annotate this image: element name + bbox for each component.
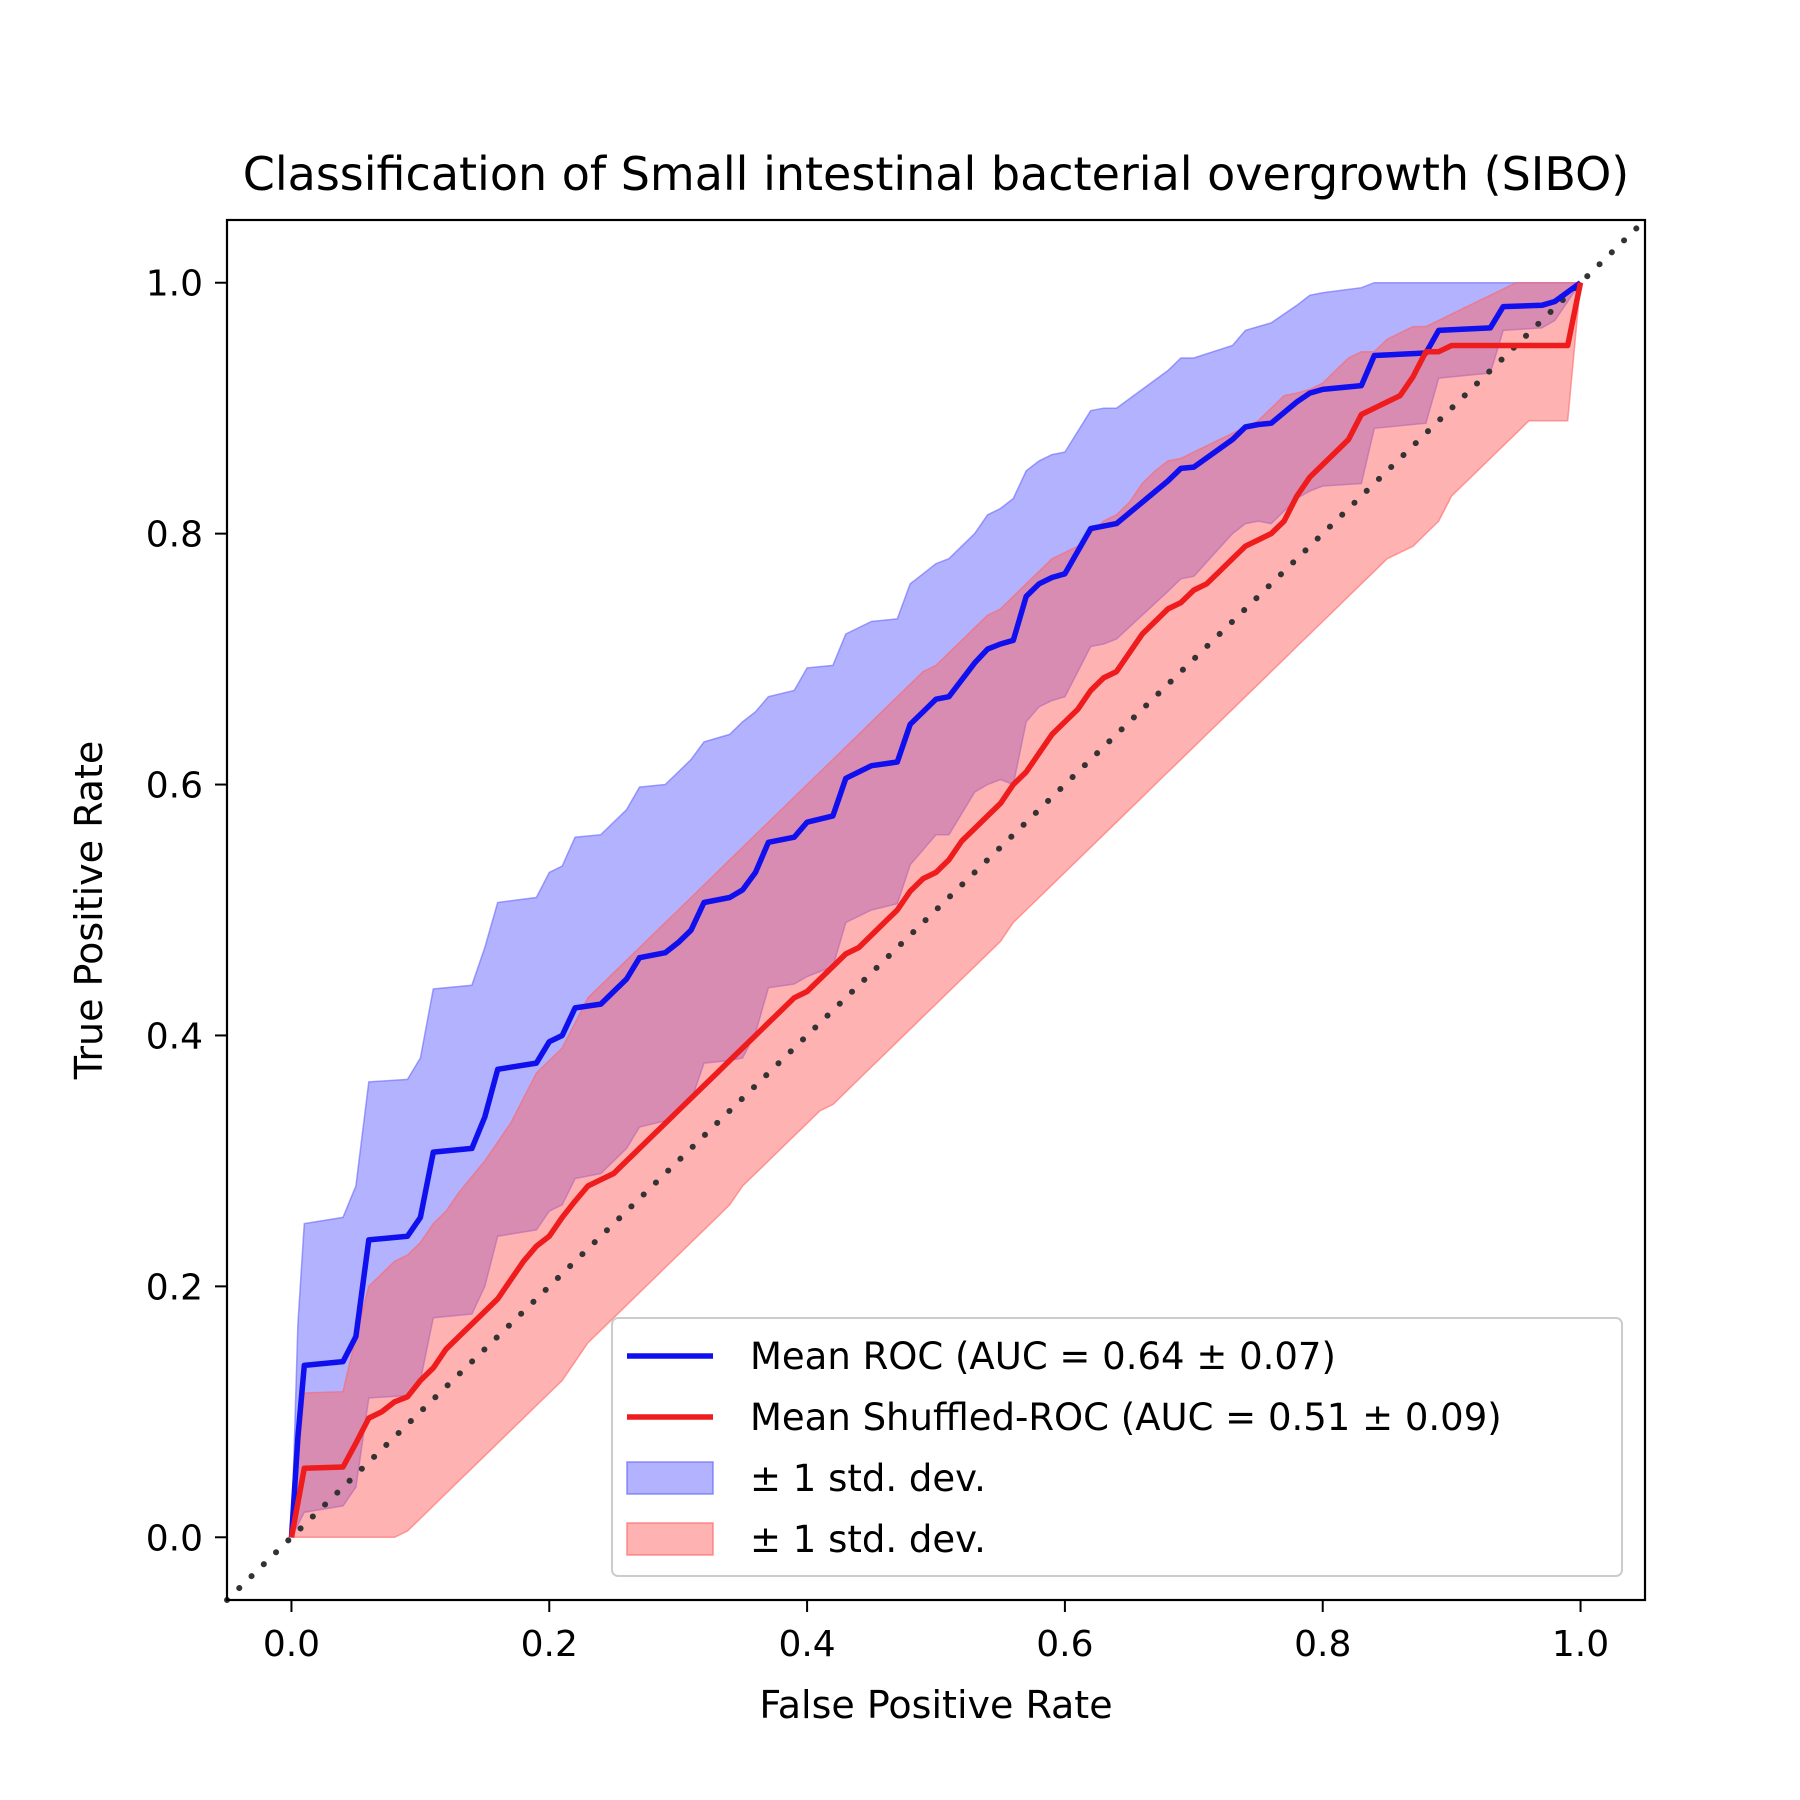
legend-box (611, 1317, 1623, 1577)
x-tick-label: 0.4 (778, 1624, 835, 1665)
y-tick-label: 1.0 (146, 264, 203, 305)
y-axis-ticks: 0.0 0.2 0.4 0.6 0.8 1.0 (146, 264, 227, 1559)
y-tick-label: 0.2 (146, 1267, 203, 1308)
legend: Mean ROC (AUC = 0.64 ± 0.07) Mean Shuffle… (611, 1317, 1623, 1577)
y-axis-label: True Positive Rate (67, 741, 111, 1081)
legend-roc-std-label: ± 1 std. dev. (750, 1457, 986, 1500)
legend-roc-std-swatch (626, 1461, 714, 1495)
plot-frame (225, 218, 1647, 1602)
mean-roc-line (288, 280, 1583, 1538)
y-tick-label: 0.0 (146, 1518, 203, 1559)
x-tick-label: 0.8 (1294, 1624, 1351, 1665)
x-tick-label: 0.0 (263, 1624, 320, 1665)
x-tick-label: 1.0 (1552, 1624, 1609, 1665)
mean-shuffled-roc-line (288, 282, 1584, 1538)
x-axis-label: False Positive Rate (759, 1683, 1112, 1727)
y-tick-label: 0.4 (146, 1016, 203, 1057)
chart-title: Classification of Small intestinal bacte… (243, 147, 1630, 201)
legend-mean-roc-label: Mean ROC (AUC = 0.64 ± 0.07) (750, 1335, 1336, 1378)
roc-curves (224, 217, 1648, 1603)
y-tick-label: 0.6 (146, 766, 203, 807)
x-tick-label: 0.6 (1036, 1624, 1093, 1665)
x-axis-ticks: 0.0 0.2 0.4 0.6 0.8 1.0 (263, 1600, 1609, 1665)
chance-line (224, 217, 1648, 1603)
legend-mean-shuffled-roc-label: Mean Shuffled-ROC (AUC = 0.51 ± 0.09) (750, 1396, 1502, 1439)
y-tick-label: 0.8 (146, 515, 203, 556)
x-tick-label: 0.2 (521, 1624, 578, 1665)
legend-shuffled-std-swatch (626, 1522, 714, 1556)
legend-shuffled-std-label: ± 1 std. dev. (750, 1518, 986, 1561)
